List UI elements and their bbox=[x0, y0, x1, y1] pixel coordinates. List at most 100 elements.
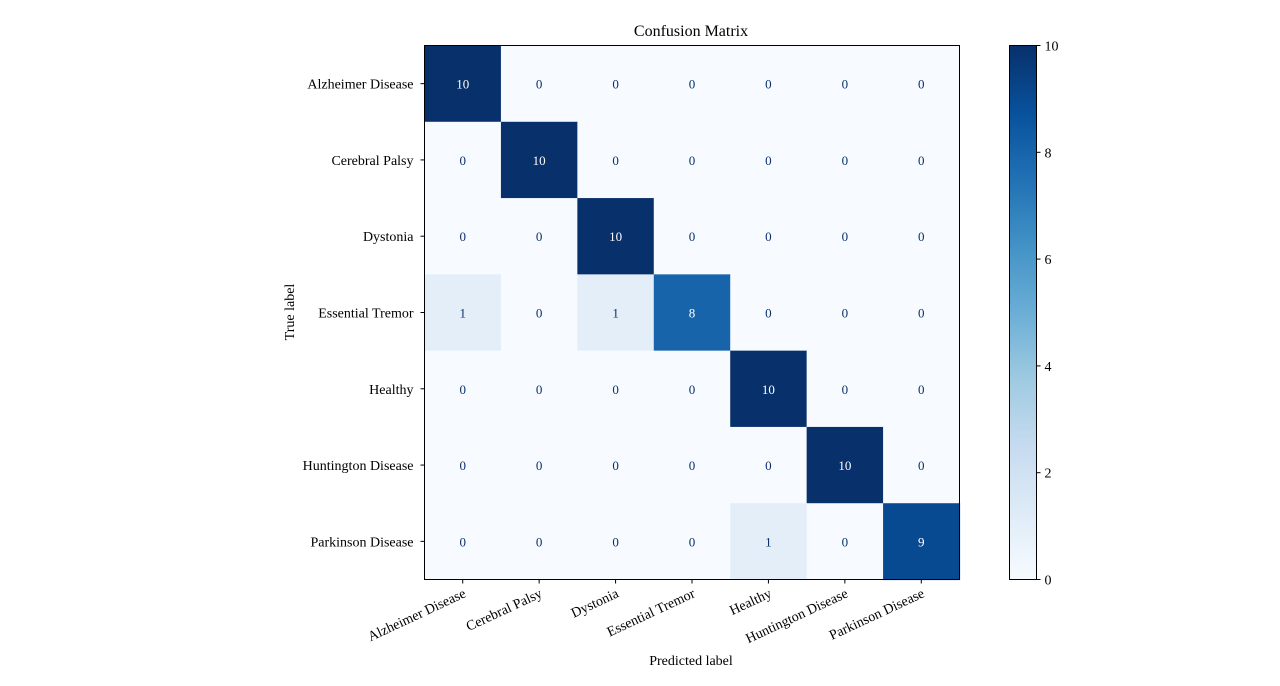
heatmap-cell bbox=[577, 350, 655, 428]
cell-value-label: 0 bbox=[459, 229, 466, 244]
y-tick-label: Dystonia bbox=[363, 230, 414, 245]
heatmap-cell bbox=[883, 274, 961, 352]
colorbar-tick-label: 6 bbox=[1045, 253, 1052, 268]
heatmap-cells bbox=[424, 45, 961, 581]
cell-value-label: 10 bbox=[762, 382, 775, 397]
cell-value-label: 0 bbox=[765, 153, 772, 168]
heatmap-cell bbox=[806, 426, 884, 504]
cell-value-label: 0 bbox=[689, 458, 696, 473]
heatmap-cell bbox=[424, 426, 502, 504]
cell-value-label: 0 bbox=[765, 229, 772, 244]
heatmap-cell bbox=[424, 45, 502, 123]
cell-value-label: 1 bbox=[459, 306, 466, 321]
cell-value-label: 0 bbox=[918, 458, 925, 473]
y-tick-label: Parkinson Disease bbox=[310, 535, 413, 550]
cell-value-label: 0 bbox=[765, 458, 772, 473]
heatmap-cell bbox=[806, 503, 884, 581]
cell-value-label: 0 bbox=[842, 306, 849, 321]
cell-value-label: 10 bbox=[609, 229, 622, 244]
cell-value-label: 0 bbox=[689, 382, 696, 397]
x-tick-label: Dystonia bbox=[569, 586, 622, 621]
heatmap-cell bbox=[730, 121, 808, 199]
cell-value-label: 0 bbox=[918, 382, 925, 397]
y-tick-label: Huntington Disease bbox=[303, 459, 414, 474]
cell-value-label: 0 bbox=[918, 229, 925, 244]
cell-value-label: 0 bbox=[689, 534, 696, 549]
cell-value-label: 10 bbox=[533, 153, 546, 168]
heatmap-cell bbox=[806, 45, 884, 123]
colorbar bbox=[1009, 45, 1037, 580]
y-axis-ticks: Alzheimer Disease Cerebral Palsy Dystonia E… bbox=[303, 78, 425, 550]
heatmap-cell bbox=[883, 121, 961, 199]
heatmap-cell bbox=[500, 503, 578, 581]
heatmap-cell bbox=[653, 350, 731, 428]
cell-value-label: 0 bbox=[536, 534, 543, 549]
colorbar-tick-label: 10 bbox=[1045, 40, 1059, 55]
y-tick-label: Cerebral Palsy bbox=[331, 154, 413, 169]
cell-value-label: 0 bbox=[536, 382, 543, 397]
cell-value-label: 0 bbox=[612, 458, 619, 473]
heatmap-cell bbox=[653, 121, 731, 199]
heatmap-cell bbox=[500, 45, 578, 123]
cell-value-label: 10 bbox=[456, 77, 469, 92]
heatmap-cell bbox=[730, 274, 808, 352]
cell-value-label: 0 bbox=[765, 306, 772, 321]
cell-value-label: 0 bbox=[689, 77, 696, 92]
cell-value-label: 0 bbox=[842, 534, 849, 549]
cell-value-label: 0 bbox=[612, 153, 619, 168]
cell-value-label: 0 bbox=[459, 153, 466, 168]
heatmap-cell bbox=[883, 198, 961, 275]
x-tick-label: Alzheimer Disease bbox=[366, 587, 469, 645]
cell-value-label: 0 bbox=[842, 77, 849, 92]
heatmap-cell bbox=[424, 350, 502, 428]
cell-value-label: 8 bbox=[689, 306, 696, 321]
heatmap-cell bbox=[577, 503, 655, 581]
heatmap-cell bbox=[653, 274, 731, 352]
cell-value-labels: 10 0 0 0 0 0 0 0 10 0 0 0 0 0 0 0 10 0 0 0 0 1 0 1 8 0 0 0 0 0 0 0 10 0 0 0… bbox=[456, 77, 924, 550]
heatmap-cell bbox=[883, 350, 961, 428]
y-tick-label: Healthy bbox=[369, 383, 413, 398]
heatmap-cell bbox=[500, 274, 578, 352]
cell-value-label: 0 bbox=[918, 306, 925, 321]
heatmap-cell bbox=[424, 198, 502, 275]
heatmap-cell bbox=[424, 503, 502, 581]
heatmap-cell bbox=[577, 45, 655, 123]
heatmap-cell bbox=[500, 198, 578, 275]
cell-value-label: 0 bbox=[459, 458, 466, 473]
y-axis-label: True label bbox=[283, 284, 298, 341]
cell-value-label: 9 bbox=[918, 534, 925, 549]
heatmap-cell bbox=[730, 350, 808, 428]
heatmap-cell bbox=[653, 426, 731, 504]
heatmap-cell bbox=[730, 503, 808, 581]
heatmap-cell bbox=[730, 45, 808, 123]
heatmap-cell bbox=[653, 503, 731, 581]
heatmap-cell bbox=[806, 274, 884, 352]
cell-value-label: 0 bbox=[612, 534, 619, 549]
heatmap-cell bbox=[653, 198, 731, 275]
y-tick-label: Essential Tremor bbox=[318, 307, 414, 322]
heatmap-cell bbox=[806, 121, 884, 199]
cell-value-label: 0 bbox=[689, 229, 696, 244]
heatmap-cell bbox=[883, 426, 961, 504]
colorbar-ticks: 0 2 4 6 8 10 bbox=[1036, 40, 1059, 589]
colorbar-tick-label: 0 bbox=[1045, 574, 1052, 589]
heatmap-cell bbox=[424, 121, 502, 199]
cell-value-label: 0 bbox=[842, 153, 849, 168]
cell-value-label: 0 bbox=[536, 458, 543, 473]
cell-value-label: 10 bbox=[838, 458, 851, 473]
cell-value-label: 0 bbox=[612, 382, 619, 397]
heatmap-cell bbox=[730, 198, 808, 275]
heatmap-cell bbox=[577, 121, 655, 199]
heatmap-cell bbox=[424, 274, 502, 352]
heatmap-cell bbox=[577, 274, 655, 352]
colorbar-tick-label: 2 bbox=[1045, 467, 1052, 482]
heatmap-cell bbox=[883, 503, 961, 581]
x-tick-label: Cerebral Palsy bbox=[464, 587, 545, 635]
heatmap-cell bbox=[500, 121, 578, 199]
cell-value-label: 0 bbox=[459, 534, 466, 549]
cell-value-label: 0 bbox=[765, 77, 772, 92]
x-axis-label: Predicted label bbox=[649, 654, 733, 669]
heatmap-cell bbox=[883, 45, 961, 123]
x-tick-label: Healthy bbox=[728, 587, 775, 619]
